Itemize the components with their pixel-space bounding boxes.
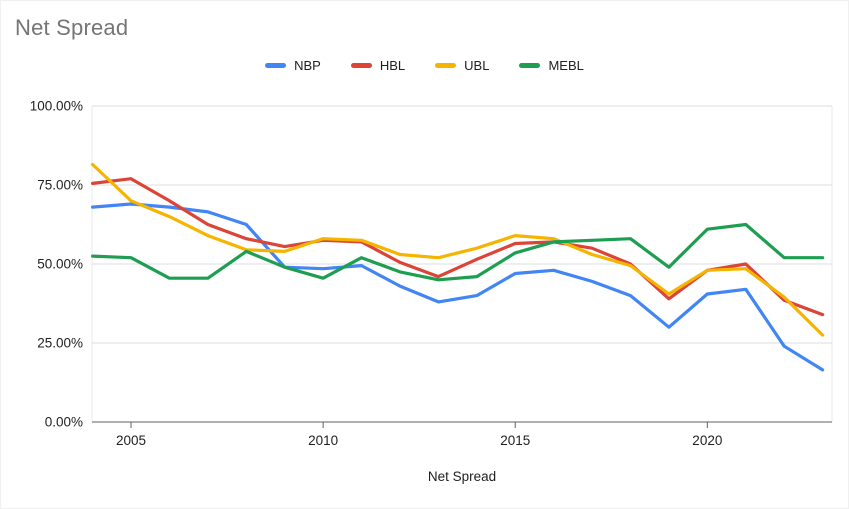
x-tick-label: 2020	[692, 433, 723, 448]
y-tick-label: 50.00%	[37, 256, 83, 272]
x-tick-label: 2005	[115, 433, 147, 448]
legend: NBP HBL UBL MEBL	[1, 58, 848, 73]
x-axis-title: Net Spread	[427, 469, 497, 484]
series-line-NBP	[90, 202, 825, 372]
chart-title: Net Spread	[15, 15, 129, 40]
x-tick-label: 2010	[308, 433, 339, 448]
legend-label: UBL	[464, 58, 490, 73]
y-tick-label: 100.00%	[29, 98, 83, 114]
legend-swatch-HBL	[350, 63, 372, 68]
y-tick-label: 0.00%	[44, 414, 83, 430]
series-line-MEBL	[90, 222, 825, 282]
legend-item-UBL[interactable]: UBL	[435, 58, 489, 73]
legend-label: MEBL	[548, 58, 584, 73]
y-tick-label: 25.00%	[37, 335, 83, 351]
legend-swatch-NBP	[265, 63, 287, 68]
legend-item-MEBL[interactable]: MEBL	[519, 58, 584, 73]
legend-swatch-MEBL	[519, 63, 541, 68]
legend-item-HBL[interactable]: HBL	[350, 58, 406, 73]
series-line-UBL	[90, 162, 825, 337]
x-tick-label: 2015	[500, 433, 531, 448]
legend-label: HBL	[379, 58, 406, 73]
legend-label: NBP	[294, 58, 321, 73]
y-tick-label: 75.00%	[37, 177, 83, 193]
legend-item-NBP[interactable]: NBP	[265, 58, 321, 73]
legend-swatch-UBL	[435, 63, 457, 68]
